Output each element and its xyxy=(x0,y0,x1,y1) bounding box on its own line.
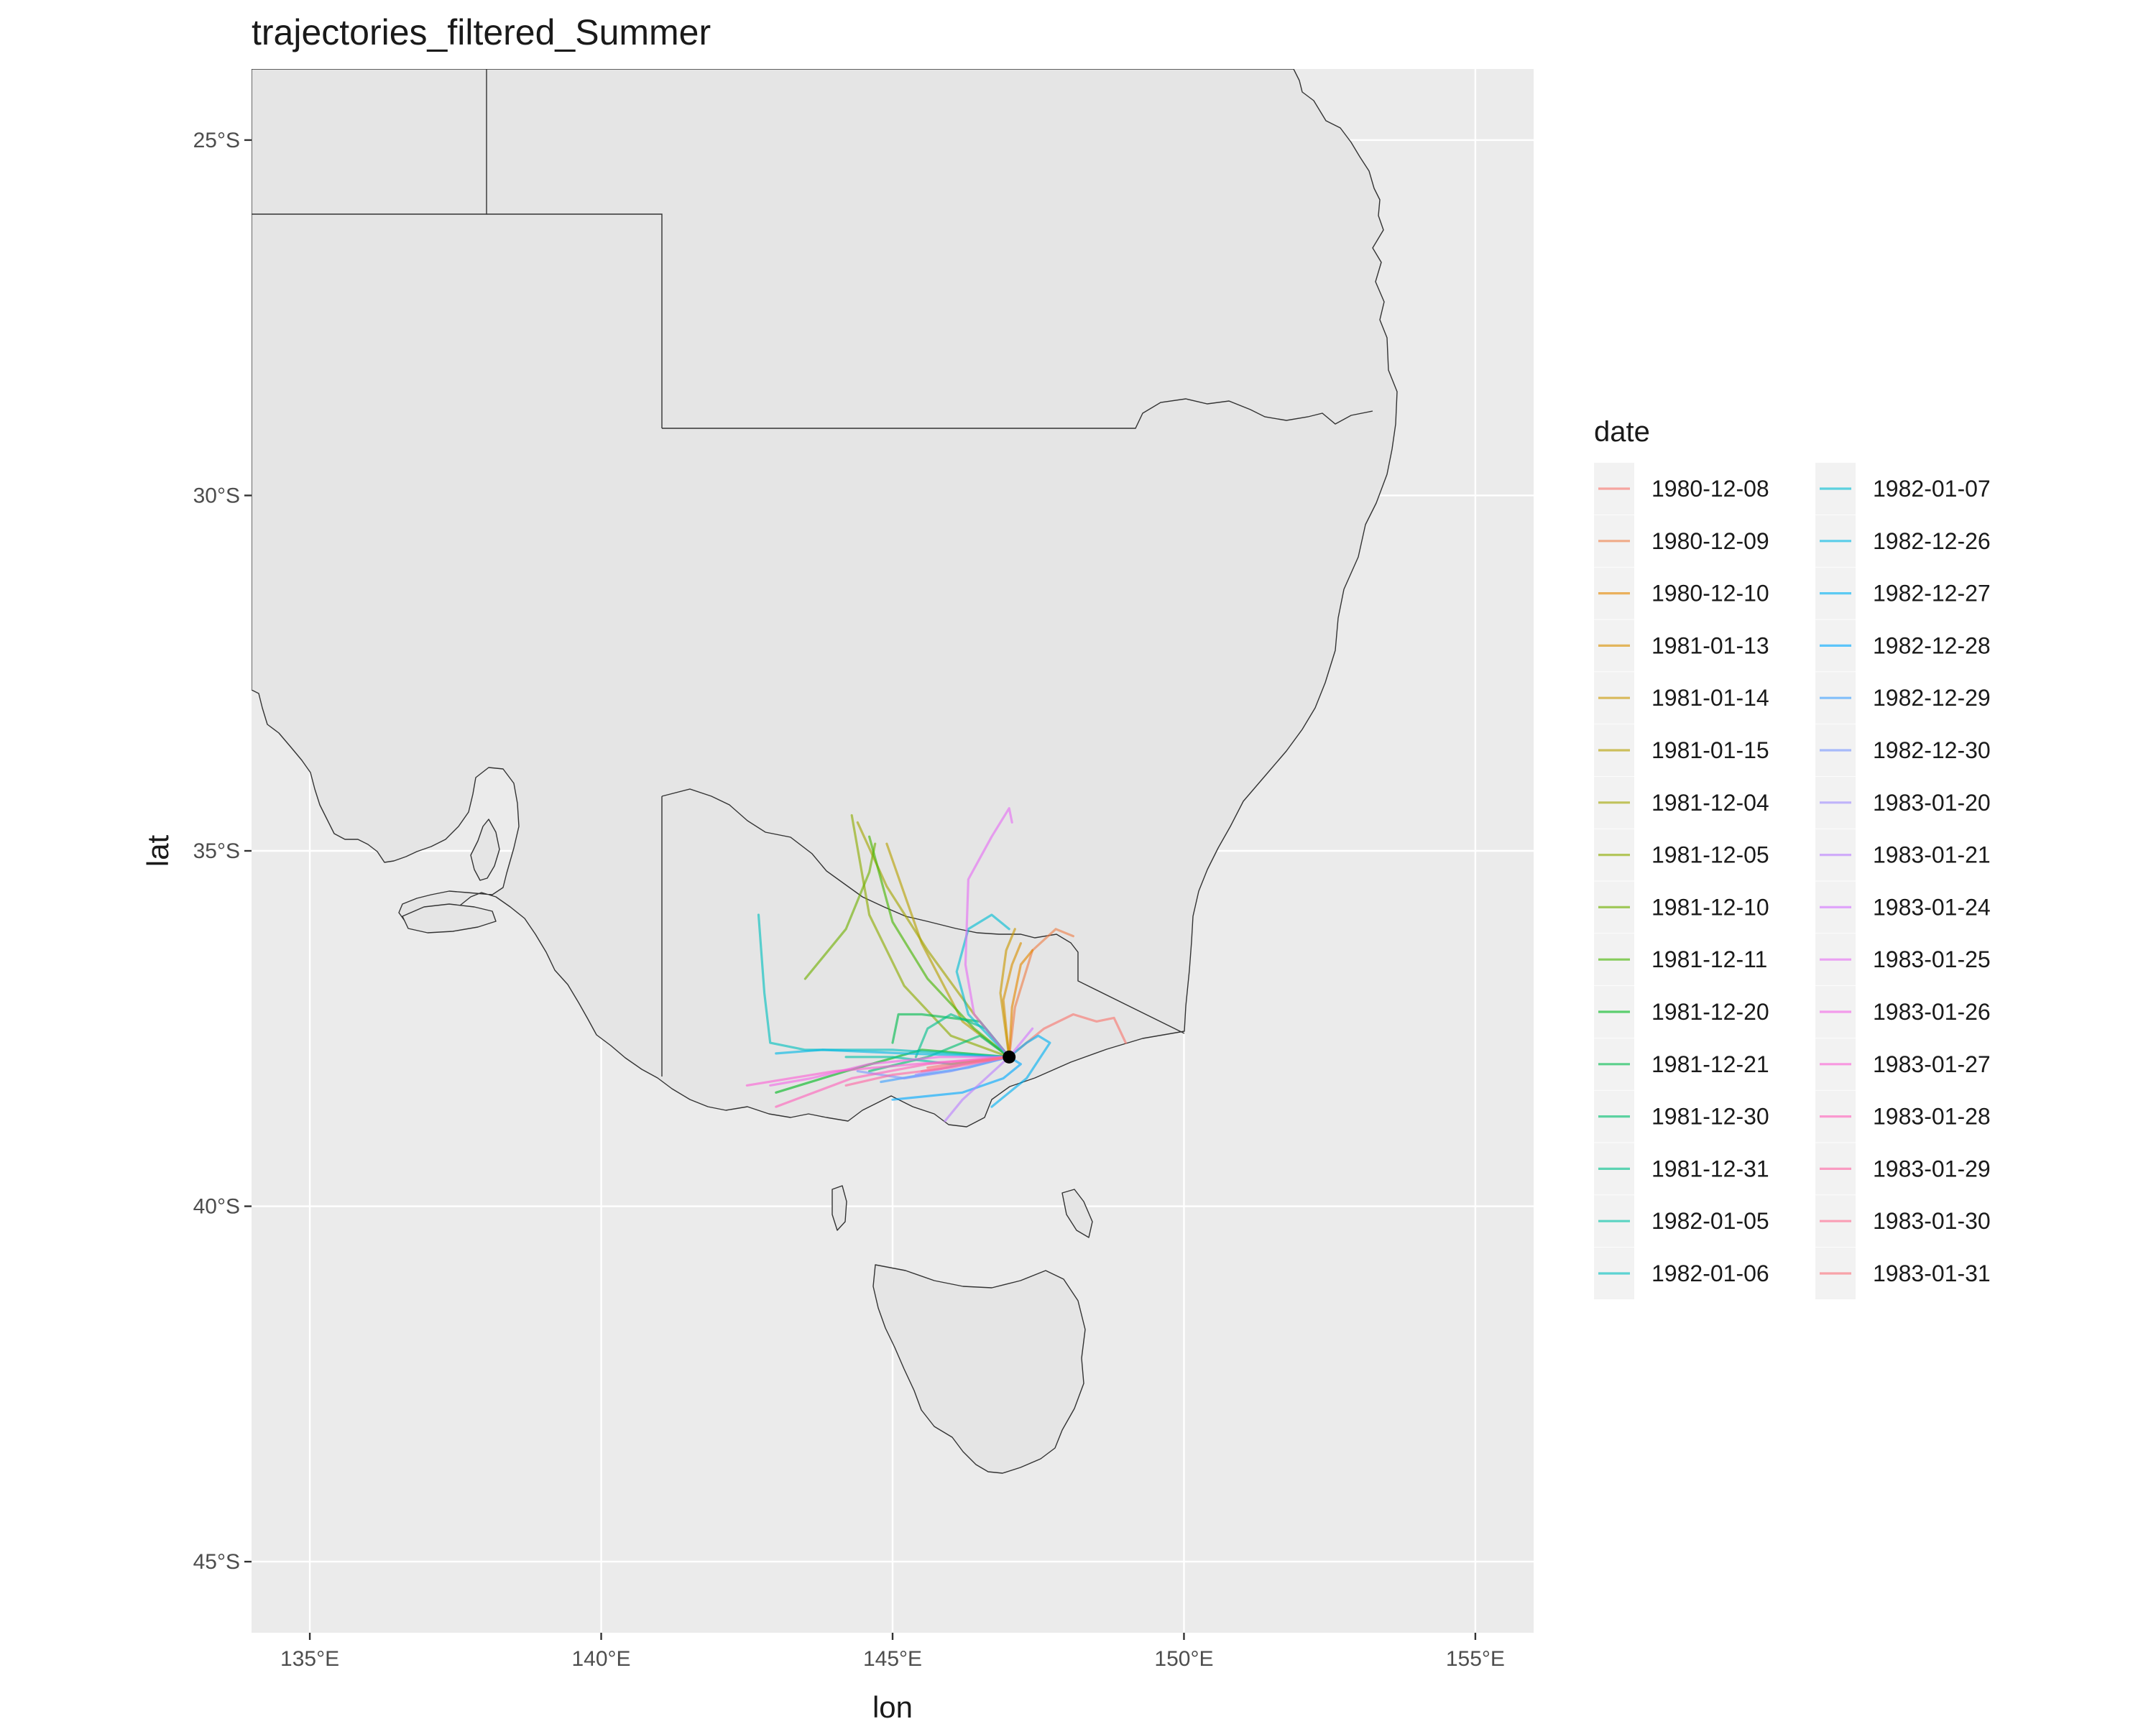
legend-label: 1983-01-29 xyxy=(1873,1156,1991,1181)
land-layer xyxy=(252,69,1398,1474)
trajectory-1982-12-28 xyxy=(891,1056,1023,1101)
legend: date 1980-12-08 1980-12-09 1980-12-10 1981-… xyxy=(1594,416,1991,1299)
legend-label: 1981-12-10 xyxy=(1651,894,1769,920)
y-tick-label: 40°S xyxy=(193,1195,240,1219)
legend-label: 1983-01-25 xyxy=(1873,946,1991,972)
release-point-marker xyxy=(1003,1050,1016,1064)
trajectory-1983-01-26 xyxy=(769,1056,1010,1087)
trajectory-1980-12-08 xyxy=(1008,1013,1128,1059)
legend-label: 1981-12-31 xyxy=(1651,1156,1769,1181)
x-tick-label: 140°E xyxy=(572,1647,631,1671)
mainland-landmass xyxy=(252,69,1398,1128)
legend-label: 1981-12-20 xyxy=(1651,999,1769,1025)
trajectory-lines xyxy=(745,807,1128,1123)
legend-label: 1981-12-21 xyxy=(1651,1051,1769,1077)
legend-label: 1981-01-14 xyxy=(1651,685,1769,711)
legend-label: 1981-12-11 xyxy=(1651,946,1767,972)
trajectory-1980-12-10 xyxy=(1008,949,1034,1059)
trajectory-1983-01-21 xyxy=(944,1056,1010,1123)
axis-ticks: 135°E 140°E 145°E 150°E 155°E 25°S 30°S 35°S 40°… xyxy=(193,129,1505,1671)
legend-label: 1981-12-05 xyxy=(1651,842,1769,868)
legend-label: 1981-12-04 xyxy=(1651,790,1769,816)
legend-label: 1980-12-08 xyxy=(1651,476,1769,502)
x-tick-label: 145°E xyxy=(863,1647,922,1671)
legend-label: 1980-12-10 xyxy=(1651,581,1769,607)
trajectory-1981-12-05 xyxy=(850,813,1010,1059)
x-tick-label: 150°E xyxy=(1154,1647,1213,1671)
trajectory-1983-01-31 xyxy=(926,1056,1010,1069)
legend-label: 1981-12-30 xyxy=(1651,1104,1769,1130)
state-border-qld-nsw xyxy=(662,398,1373,429)
chart-title: trajectories_filtered_Summer xyxy=(252,12,711,52)
trajectory-1983-01-28 xyxy=(775,1056,1010,1108)
trajectory-1981-12-11 xyxy=(867,835,1010,1059)
trajectory-1982-01-07 xyxy=(955,913,1010,1059)
legend-label: 1982-01-07 xyxy=(1873,476,1991,502)
legend-label: 1982-12-29 xyxy=(1873,685,1991,711)
legend-label: 1983-01-24 xyxy=(1873,894,1991,920)
yorke-peninsula xyxy=(470,819,500,881)
trajectory-1981-12-30 xyxy=(867,1034,1010,1073)
trajectory-1981-01-14 xyxy=(999,928,1016,1059)
legend-label: 1982-12-27 xyxy=(1873,581,1991,607)
flinders-island xyxy=(1061,1189,1093,1238)
x-axis-title: lon xyxy=(872,1690,913,1724)
trajectory-1982-12-30 xyxy=(856,1056,1010,1080)
legend-label: 1983-01-27 xyxy=(1873,1051,1991,1077)
x-tick-label: 155°E xyxy=(1446,1647,1505,1671)
legend-label: 1982-12-26 xyxy=(1873,528,1991,554)
trajectory-1983-01-25 xyxy=(964,807,1013,1059)
state-border-sa-qld xyxy=(487,213,663,428)
state-border-nsw-vic xyxy=(661,788,1185,1034)
y-tick-label: 35°S xyxy=(193,839,240,863)
legend-label: 1982-12-30 xyxy=(1873,737,1991,763)
legend-label: 1983-01-26 xyxy=(1873,999,1991,1025)
legend-label: 1981-01-15 xyxy=(1651,737,1769,763)
trajectory-1982-01-06 xyxy=(757,913,1010,1059)
x-tick-label: 135°E xyxy=(280,1647,339,1671)
y-tick-label: 30°S xyxy=(193,484,240,507)
legend-label: 1982-12-28 xyxy=(1873,632,1991,658)
legend-label: 1983-01-30 xyxy=(1873,1208,1991,1234)
legend-label: 1983-01-28 xyxy=(1873,1104,1991,1130)
legend-label: 1983-01-31 xyxy=(1873,1260,1991,1286)
legend-label: 1983-01-21 xyxy=(1873,842,1991,868)
legend-label: 1982-01-05 xyxy=(1651,1208,1769,1234)
legend-label: 1981-01-13 xyxy=(1651,632,1769,658)
y-axis-title: lat xyxy=(141,834,175,867)
legend-label: 1983-01-20 xyxy=(1873,790,1991,816)
trajectory-1981-12-10 xyxy=(803,842,877,980)
y-tick-label: 45°S xyxy=(193,1550,240,1574)
legend-title: date xyxy=(1594,416,1650,448)
king-island xyxy=(831,1185,847,1231)
kangaroo-island xyxy=(402,903,497,934)
y-tick-label: 25°S xyxy=(193,129,240,152)
tasmania xyxy=(872,1264,1086,1474)
legend-label: 1982-01-06 xyxy=(1651,1260,1769,1286)
trajectory-1982-12-26 xyxy=(775,1048,1010,1059)
legend-label: 1980-12-09 xyxy=(1651,528,1769,554)
trajectory-1982-12-27 xyxy=(990,1034,1051,1108)
